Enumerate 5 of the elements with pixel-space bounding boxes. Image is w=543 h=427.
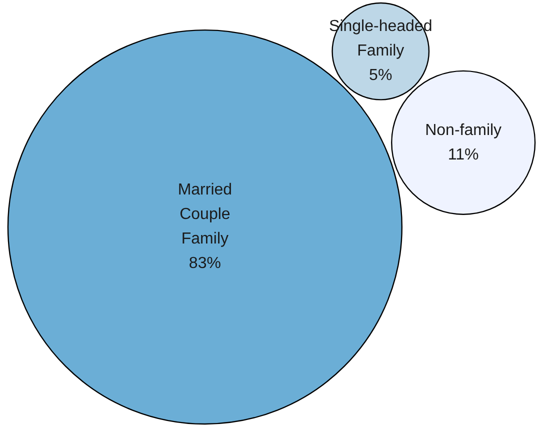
category-label: Non-family — [425, 122, 502, 139]
data-label: 11% — [448, 146, 479, 164]
data-label: 83% — [188, 255, 221, 272]
data-label: 5% — [369, 67, 392, 84]
category-label: Married Couple Family — [178, 182, 232, 248]
